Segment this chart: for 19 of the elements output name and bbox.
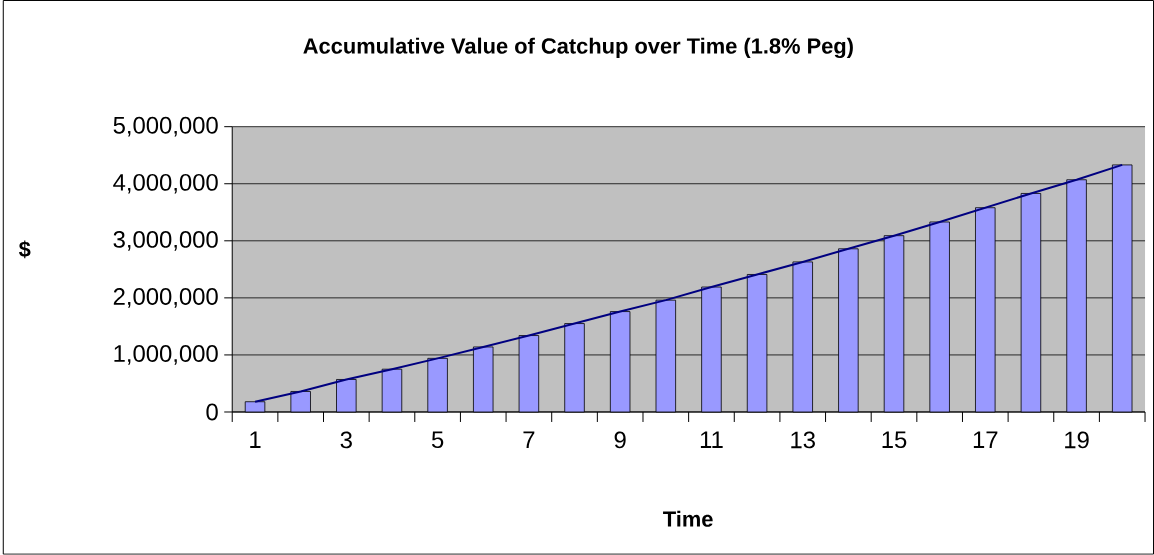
y-tick-label: 2,000,000 [113,288,218,308]
x-tick-label: 5 [431,431,444,449]
y-tick-label: 1,000,000 [114,345,218,365]
chart-title: Accumulative Value of Catchup over Time (1.8% Peg) [303,37,853,59]
x-tick-label: 19 [1065,431,1089,449]
x-tick-label: 9 [614,431,626,449]
x-tick-label: 11 [700,431,723,449]
y-tick-label: 5,000,000 [113,117,218,137]
y-tick-label: 0 [206,403,218,421]
x-tick-label: 15 [882,431,907,449]
x-tick-label: 3 [340,431,352,449]
y-axis-title: $ [18,240,31,259]
x-tick-label: 17 [973,431,998,449]
x-tick-label: 13 [791,431,815,449]
y-tick-label: 3,000,000 [113,231,218,251]
x-tick-label: 1 [250,431,261,449]
x-axis-title: Time [663,510,713,527]
x-tick-label: 7 [523,431,535,449]
y-tick-label: 4,000,000 [113,174,218,194]
